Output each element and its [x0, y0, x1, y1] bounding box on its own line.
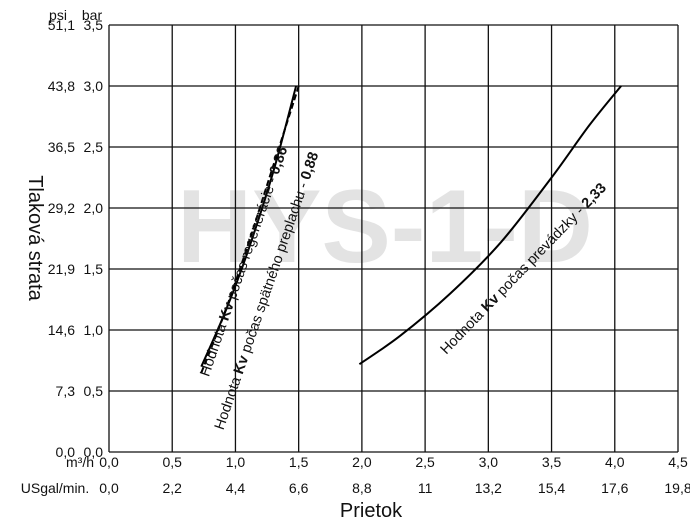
y-axis-title: Tlaková strata: [24, 175, 46, 301]
y-tick-label-psi: 36,5: [48, 139, 75, 155]
x-axis-title: Prietok: [340, 500, 403, 522]
x-unit-secondary: USgal/min.: [21, 480, 89, 496]
curves: [200, 85, 622, 374]
x-tick-label: 2,0: [352, 454, 372, 470]
x-tick-label-secondary: 13,2: [475, 480, 502, 496]
x-tick-label: 3,0: [479, 454, 499, 470]
y-tick-labels: 0,0 0,0 7,3 0,5 14,6 1,0 21,9 1,5 29,2 2,0 36,5 2,5…: [48, 17, 103, 460]
y-tick-label-psi: 29,2: [48, 200, 75, 216]
x-tick-label: 2,5: [415, 454, 435, 470]
y-unit-psi: psi: [49, 7, 67, 23]
y-tick-label-psi: 51,1: [48, 17, 75, 33]
x-tick-label-secondary: 0,0: [99, 480, 119, 496]
x-tick-label-secondary: 19,8: [664, 480, 690, 496]
x-tick-label: 0,5: [162, 454, 182, 470]
x-tick-label-secondary: 4,4: [226, 480, 246, 496]
x-unit-primary: m³/h: [66, 454, 94, 470]
x-tick-label-secondary: 15,4: [538, 480, 565, 496]
x-tick-label: 3,5: [542, 454, 562, 470]
y-tick-label-psi: 0,0: [56, 444, 76, 460]
y-tick-label-bar: 3,5: [84, 17, 104, 33]
label-part: Hodnota: [437, 304, 489, 357]
label-part: Kv: [216, 300, 237, 323]
x-tick-labels: 0,0 0,0 0,5 2,2 1,0 4,4 1,5 6,6 2,0 8,8 2,5 11 3,0 13…: [99, 454, 690, 496]
x-tick-label-secondary: 17,6: [601, 480, 628, 496]
x-tick-label-secondary: 11: [418, 480, 433, 496]
watermark: HYS-1-D: [177, 169, 593, 285]
grid: [108, 24, 679, 453]
y-tick-label-psi: 14,6: [48, 322, 75, 338]
x-tick-label: 1,5: [289, 454, 309, 470]
x-tick-label-secondary: 2,2: [162, 480, 182, 496]
curve-operation: [358, 85, 622, 366]
y-tick-label-bar: 0,5: [84, 383, 104, 399]
label-part: Hodnota: [197, 318, 231, 379]
y-tick-label-psi: 43,8: [48, 78, 75, 94]
y-tick-label-bar: 1,0: [84, 322, 104, 338]
y-tick-label-psi: 7,3: [56, 383, 76, 399]
x-tick-label-secondary: 8,8: [352, 480, 372, 496]
y-tick-label-bar: 2,0: [84, 200, 104, 216]
y-tick-label-bar: 3,0: [84, 78, 104, 94]
x-tick-label: 4,5: [668, 454, 688, 470]
y-tick-label-bar: 2,5: [84, 139, 104, 155]
label-part: Hodnota: [212, 371, 246, 432]
x-tick-label: 1,0: [226, 454, 246, 470]
y-tick-label-bar: 0,0: [84, 444, 104, 460]
y-tick-label-psi: 21,9: [48, 261, 75, 277]
y-tick-label-bar: 1,5: [84, 261, 104, 277]
x-tick-label: 4,0: [605, 454, 625, 470]
curve-backwash: [200, 85, 300, 374]
y-unit-bar: bar: [82, 7, 103, 23]
label-part: Kv: [231, 354, 252, 377]
x-tick-label: 0,0: [99, 454, 119, 470]
x-tick-label-secondary: 6,6: [289, 480, 309, 496]
